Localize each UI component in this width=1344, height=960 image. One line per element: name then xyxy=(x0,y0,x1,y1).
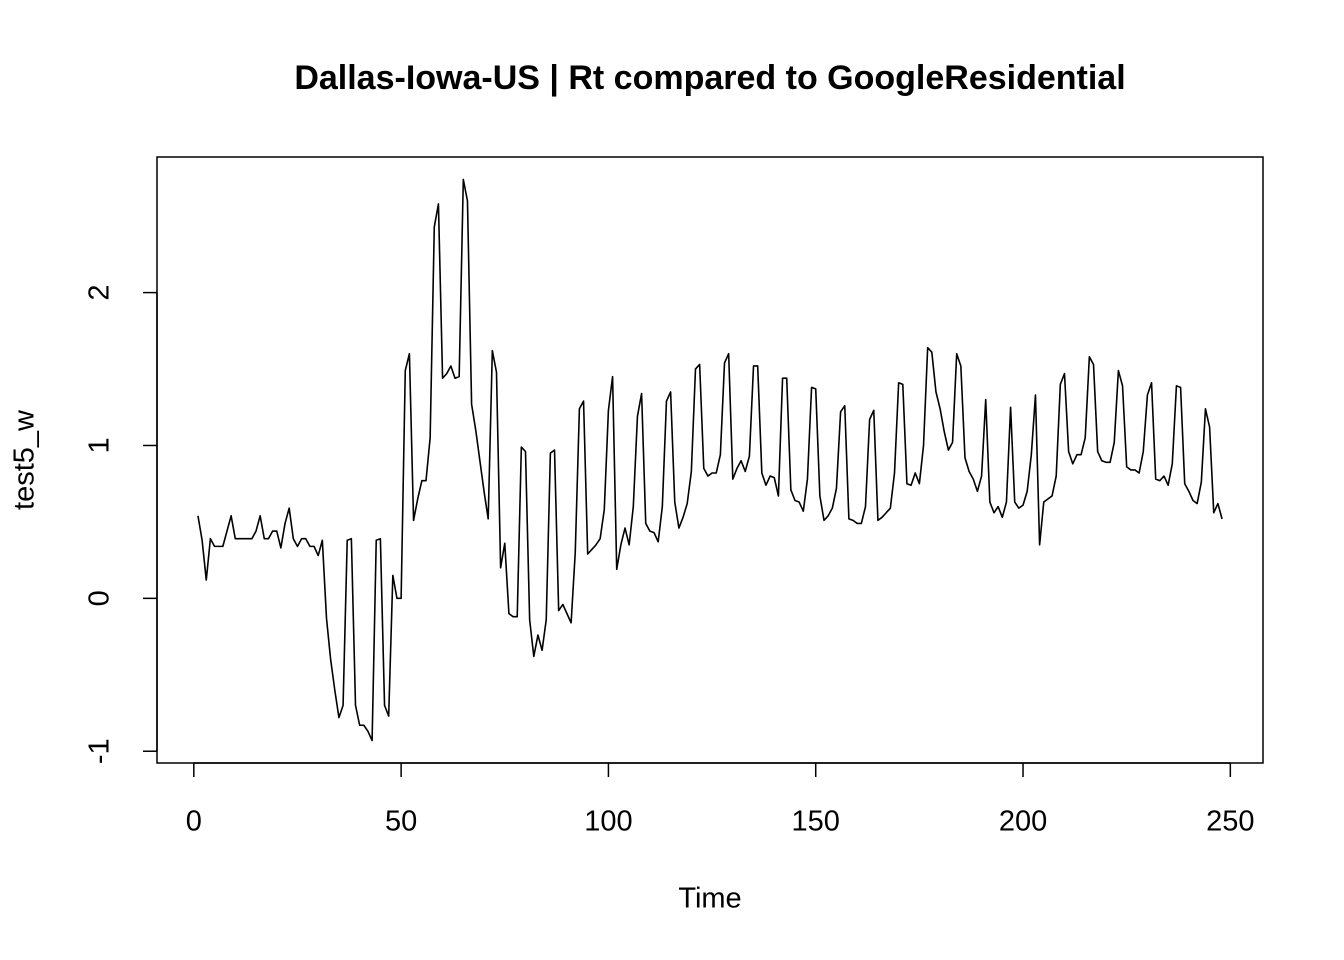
chart-title: Dallas-Iowa-US | Rt compared to GoogleRe… xyxy=(294,59,1125,97)
x-tick-label: 100 xyxy=(584,806,632,838)
x-axis-label: Time xyxy=(678,883,741,915)
y-tick-label: 1 xyxy=(84,437,116,453)
x-tick-label: 150 xyxy=(792,806,840,838)
y-tick-label: 0 xyxy=(84,590,116,606)
x-tick-label: 0 xyxy=(186,806,202,838)
data-line xyxy=(197,178,1223,742)
x-tick-label: 200 xyxy=(999,806,1047,838)
y-tick-label: 2 xyxy=(84,285,116,301)
x-tick-label: 50 xyxy=(385,806,417,838)
y-tick-label: -1 xyxy=(84,738,116,764)
plot-frame xyxy=(156,156,1264,764)
x-tick-label: 250 xyxy=(1206,806,1254,838)
y-axis-label: test5_w xyxy=(9,409,41,510)
